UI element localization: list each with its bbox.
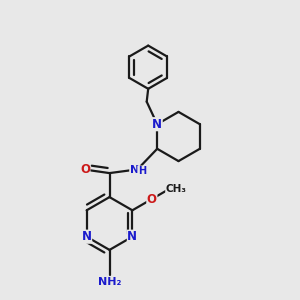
Text: CH₃: CH₃ <box>166 184 187 194</box>
Text: NH₂: NH₂ <box>98 277 121 287</box>
Text: H: H <box>138 166 146 176</box>
Text: N: N <box>152 118 162 131</box>
Text: N: N <box>130 165 139 175</box>
Text: O: O <box>147 193 157 206</box>
Text: N: N <box>128 230 137 243</box>
Text: N: N <box>82 230 92 243</box>
Text: O: O <box>80 163 90 176</box>
